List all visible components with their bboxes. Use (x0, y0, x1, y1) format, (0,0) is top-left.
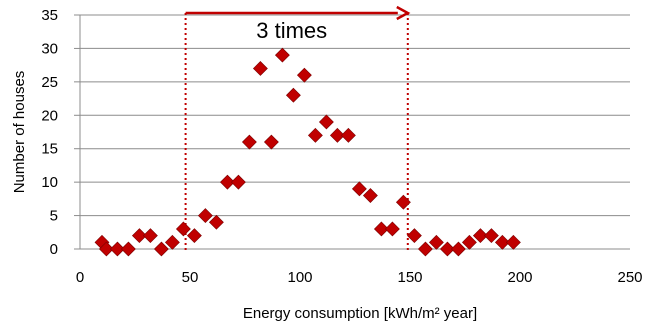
data-point (164, 234, 180, 250)
data-point (252, 61, 268, 76)
data-point (472, 228, 488, 244)
data-point (384, 221, 400, 237)
x-tick-label: 0 (76, 269, 84, 286)
y-tick-label: 35 (41, 7, 58, 24)
data-point (461, 234, 477, 250)
data-points (94, 47, 521, 257)
x-tick-label: 250 (617, 269, 642, 286)
data-point (395, 194, 411, 210)
data-point (208, 214, 224, 230)
data-point (120, 241, 136, 257)
data-point (296, 67, 312, 83)
data-point (351, 181, 367, 197)
x-tick-label: 150 (397, 269, 422, 286)
data-point (340, 127, 356, 143)
data-point (109, 241, 125, 257)
y-tick-label: 25 (41, 74, 58, 91)
data-point (318, 114, 334, 130)
data-point (439, 241, 455, 257)
y-tick-label: 15 (41, 141, 58, 158)
annotation-label: 3 times (256, 18, 327, 43)
data-point (230, 174, 246, 190)
x-tick-label: 50 (182, 269, 199, 286)
data-point (329, 127, 345, 143)
data-point (263, 134, 279, 150)
data-point (153, 241, 169, 257)
data-point (307, 127, 323, 143)
data-point (505, 234, 521, 250)
axis-labels: Energy consumption [kWh/m² year] Number … (11, 18, 477, 322)
data-point (428, 234, 444, 250)
data-point (219, 174, 235, 190)
y-tick-label: 20 (41, 107, 58, 124)
data-point (274, 47, 290, 63)
axes: 0 5 10 15 20 25 30 35 0 50 100 150 200 250 (41, 7, 642, 286)
data-point (494, 234, 510, 250)
arrow-head-icon (396, 5, 411, 21)
data-point (175, 221, 191, 237)
y-tick-label: 10 (41, 174, 58, 191)
data-point (131, 228, 147, 244)
data-point (483, 228, 499, 244)
data-point (362, 188, 378, 203)
data-point (142, 228, 158, 244)
x-axis-title: Energy consumption [kWh/m² year] (243, 305, 477, 322)
annotation-group (184, 5, 411, 251)
data-point (417, 241, 433, 257)
y-axis-title: Number of houses (11, 71, 28, 194)
data-point (186, 228, 202, 244)
data-point (285, 87, 301, 103)
data-point (373, 221, 389, 237)
data-point (98, 241, 114, 257)
data-point (241, 134, 257, 150)
y-tick-label: 30 (41, 40, 58, 57)
gridlines (80, 14, 630, 250)
data-point (197, 208, 213, 223)
x-tick-label: 200 (507, 269, 532, 286)
y-tick-label: 5 (50, 208, 58, 225)
data-point (406, 228, 422, 244)
data-point (450, 241, 466, 257)
y-tick-label: 0 (50, 241, 58, 258)
x-tick-label: 100 (287, 269, 312, 286)
